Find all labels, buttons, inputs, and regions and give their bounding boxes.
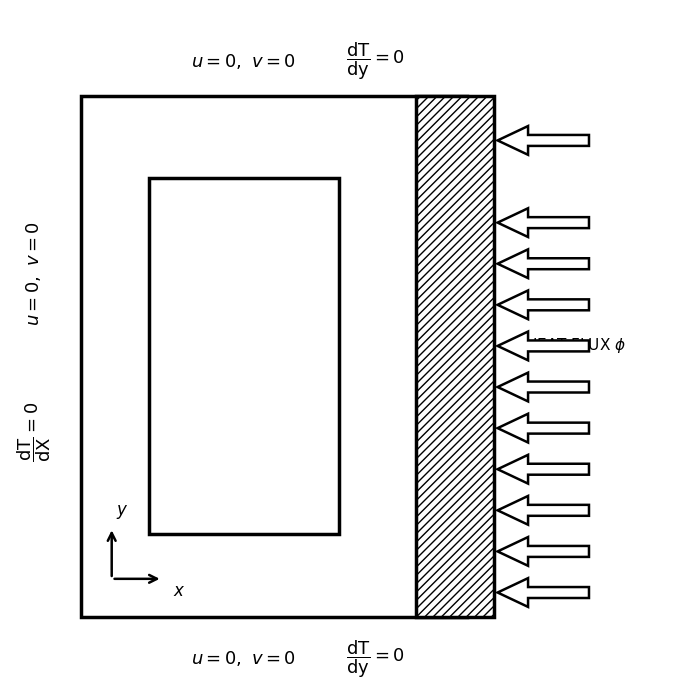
FancyArrow shape	[498, 249, 589, 278]
FancyArrow shape	[498, 332, 589, 360]
FancyArrow shape	[498, 414, 589, 443]
Text: $\dfrac{\mathrm{dT}}{\mathrm{dy}} = 0$: $\dfrac{\mathrm{dT}}{\mathrm{dy}} = 0$	[347, 638, 405, 680]
Text: $x$: $x$	[173, 582, 185, 600]
FancyArrow shape	[498, 496, 589, 525]
FancyArrow shape	[498, 208, 589, 237]
FancyArrow shape	[498, 455, 589, 484]
FancyArrow shape	[498, 578, 589, 607]
Text: HEAT FLUX $\phi$: HEAT FLUX $\phi$	[525, 336, 626, 356]
FancyArrow shape	[498, 290, 589, 319]
Text: $u = 0,\ v = 0$: $u = 0,\ v = 0$	[24, 221, 43, 327]
FancyArrow shape	[498, 537, 589, 566]
Text: $y$: $y$	[116, 503, 128, 521]
Text: $\dfrac{\mathrm{dT}}{\mathrm{dX}} = 0$: $\dfrac{\mathrm{dT}}{\mathrm{dX}} = 0$	[15, 401, 53, 462]
FancyArrow shape	[498, 126, 589, 155]
Bar	[81, 96, 467, 616]
Text: $u = 0,\ v = 0$: $u = 0,\ v = 0$	[192, 52, 296, 71]
Bar	[149, 178, 338, 534]
FancyArrow shape	[498, 373, 589, 401]
Text: $\dfrac{\mathrm{dT}}{\mathrm{dy}} = 0$: $\dfrac{\mathrm{dT}}{\mathrm{dy}} = 0$	[347, 41, 405, 82]
Text: $u = 0,\ v = 0$: $u = 0,\ v = 0$	[192, 649, 296, 669]
Bar	[416, 96, 494, 616]
